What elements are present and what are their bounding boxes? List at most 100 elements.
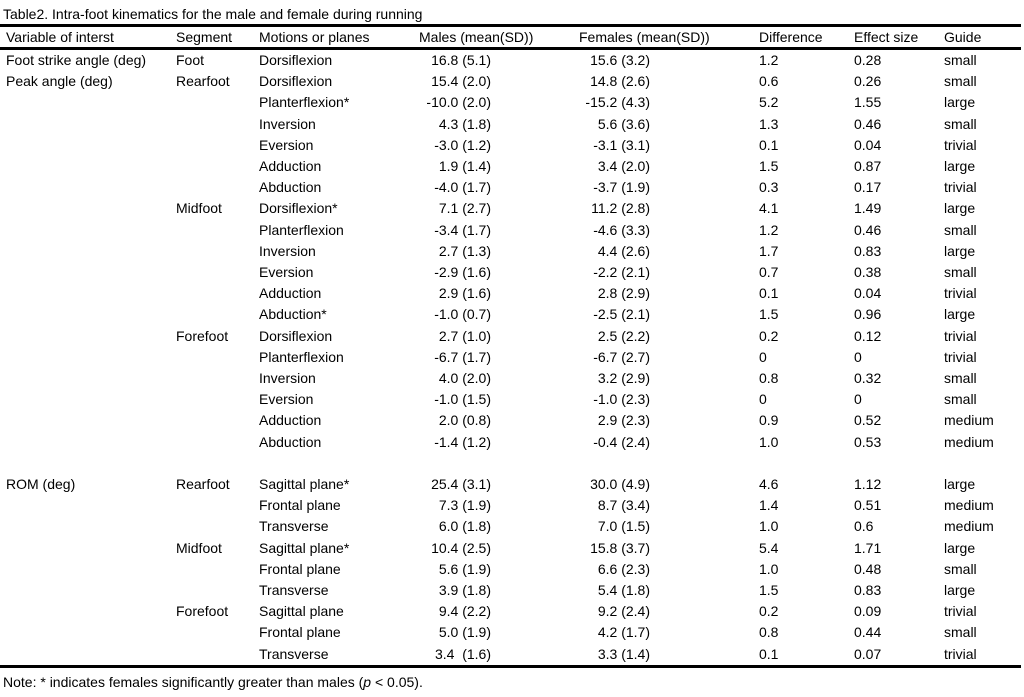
table-row: Planterflexion -3.4 (1.7) -4.6 (3.3) 1.2…: [0, 220, 1021, 241]
cell-motion: Abduction*: [259, 306, 327, 323]
cell-motion: Frontal plane: [259, 497, 341, 514]
cell-guide: large: [944, 306, 976, 323]
cell-difference: 0.1: [759, 645, 779, 662]
cell-segment: [176, 389, 259, 410]
cell-males: 5.6 (1.9): [438, 560, 491, 577]
cell-females: 4.2 (1.7): [597, 624, 650, 641]
cell-guide: [944, 453, 1021, 474]
cell-guide: small: [944, 370, 977, 387]
table-row: Transverse 3.4 (1.6) 3.3 (1.4) 0.1 0.07 …: [0, 644, 1021, 667]
cell-difference: 0.1: [759, 136, 779, 153]
cell-difference: 1.0: [759, 518, 779, 535]
cell-variable: [0, 559, 176, 580]
cell-segment: Rearfoot: [176, 476, 230, 493]
table-row: Midfoot Sagittal plane* 10.4 (2.5) 15.8 …: [0, 538, 1021, 559]
cell-variable: [0, 516, 176, 537]
cell-males: -1.4 (1.2): [434, 433, 491, 450]
cell-effect-size: 1.12: [854, 476, 882, 493]
cell-males: 3.9 (1.8): [438, 582, 491, 599]
cell-variable: [0, 410, 176, 431]
cell-effect-size: 0.83: [854, 582, 882, 599]
table-row: Frontal plane 5.6 (1.9) 6.6 (2.3) 1.0 0.…: [0, 559, 1021, 580]
cell-segment: [176, 347, 259, 368]
cell-difference: 1.7: [759, 242, 779, 259]
col-header-males: Males (mean(SD)): [419, 25, 579, 50]
cell-females: -15.2 (4.3): [585, 94, 650, 111]
cell-males: 4.0 (2.0): [438, 370, 491, 387]
spacer-row: [0, 453, 1021, 474]
cell-segment: [176, 92, 259, 113]
cell-variable: [0, 241, 176, 262]
cell-guide: large: [944, 539, 976, 556]
cell-segment: [176, 304, 259, 325]
cell-guide: trivial: [944, 645, 977, 662]
cell-guide: trivial: [944, 136, 977, 153]
cell-females: 2.5 (2.2): [597, 327, 650, 344]
table-caption: Table2. Intra-foot kinematics for the ma…: [3, 6, 423, 22]
cell-females: 6.6 (2.3): [597, 560, 650, 577]
cell-guide: medium: [944, 518, 994, 535]
cell-motion: Abduction: [259, 179, 322, 196]
cell-variable: [0, 283, 176, 304]
cell-females: 15.8 (3.7): [590, 539, 650, 556]
cell-variable: [0, 389, 176, 410]
header-row: Variable of interst Segment Motions or p…: [0, 25, 1021, 50]
cell-segment: [176, 622, 259, 643]
cell-variable: [0, 453, 176, 474]
cell-variable: [0, 135, 176, 156]
cell-males: 25.4 (3.1): [431, 476, 491, 493]
cell-motion: Adduction: [259, 158, 322, 175]
cell-females: 14.8 (2.6): [590, 73, 650, 90]
cell-motion: Inversion: [259, 370, 316, 387]
cell-guide: large: [944, 476, 976, 493]
cell-guide: large: [944, 242, 976, 259]
cell-effect-size: 0.09: [854, 603, 882, 620]
table-row: Adduction 2.0 (0.8) 2.9 (2.3) 0.9 0.52 m…: [0, 410, 1021, 431]
cell-difference: 0.9: [759, 412, 779, 429]
col-header-females: Females (mean(SD)): [579, 25, 759, 50]
cell-variable: [0, 220, 176, 241]
cell-guide: small: [944, 624, 977, 641]
cell-motion: Transverse: [259, 645, 329, 662]
cell-males: 6.0 (1.8): [438, 518, 491, 535]
cell-segment: [176, 241, 259, 262]
cell-females: 7.0 (1.5): [597, 518, 650, 535]
cell-motion: Dorsiflexion*: [259, 200, 338, 217]
cell-females: -3.1 (3.1): [593, 136, 650, 153]
cell-variable: [0, 538, 176, 559]
table-row: Transverse 3.9 (1.8) 5.4 (1.8) 1.5 0.83 …: [0, 580, 1021, 601]
cell-females: -0.4 (2.4): [593, 433, 650, 450]
cell-segment: Forefoot: [176, 603, 229, 620]
cell-females: -4.6 (3.3): [593, 221, 650, 238]
cell-males: 2.0 (0.8): [438, 412, 491, 429]
col-header-motions: Motions or planes: [259, 25, 419, 50]
cell-males: 7.3 (1.9): [438, 497, 491, 514]
cell-effect-size: 0.83: [854, 242, 882, 259]
cell-variable: ROM (deg): [6, 476, 76, 493]
cell-motion: Transverse: [259, 582, 329, 599]
cell-difference: 1.5: [759, 582, 779, 599]
table-row: Frontal plane 5.0 (1.9) 4.2 (1.7) 0.8 0.…: [0, 622, 1021, 643]
cell-females: 2.9 (2.3): [597, 412, 650, 429]
cell-females: 3.2 (2.9): [597, 370, 650, 387]
cell-effect-size: 0.04: [854, 136, 882, 153]
cell-males: -2.9 (1.6): [434, 264, 491, 281]
note-text-pre: Note: * indicates females significantly …: [3, 674, 364, 690]
cell-motion: Planterflexion*: [259, 94, 350, 111]
cell-segment: [176, 453, 259, 474]
cell-motion: Dorsiflexion: [259, 52, 333, 68]
col-header-guide: Guide: [944, 25, 1021, 50]
cell-variable: Peak angle (deg): [6, 73, 113, 90]
cell-males: -1.0 (0.7): [434, 306, 491, 323]
cell-males: 7.1 (2.7): [438, 200, 491, 217]
cell-motion: Transverse: [259, 518, 329, 535]
cell-guide: trivial: [944, 285, 977, 302]
table-row: Frontal plane 7.3 (1.9) 8.7 (3.4) 1.4 0.…: [0, 495, 1021, 516]
cell-effect-size: 0.28: [854, 52, 882, 68]
table-row: Foot strike angle (deg) Foot Dorsiflexio…: [0, 49, 1021, 72]
cell-females: -6.7 (2.7): [593, 348, 650, 365]
table-row: Abduction* -1.0 (0.7) -2.5 (2.1) 1.5 0.9…: [0, 304, 1021, 325]
cell-segment: [176, 262, 259, 283]
cell-difference: 1.4: [759, 497, 779, 514]
cell-effect-size: 1.55: [854, 94, 882, 111]
